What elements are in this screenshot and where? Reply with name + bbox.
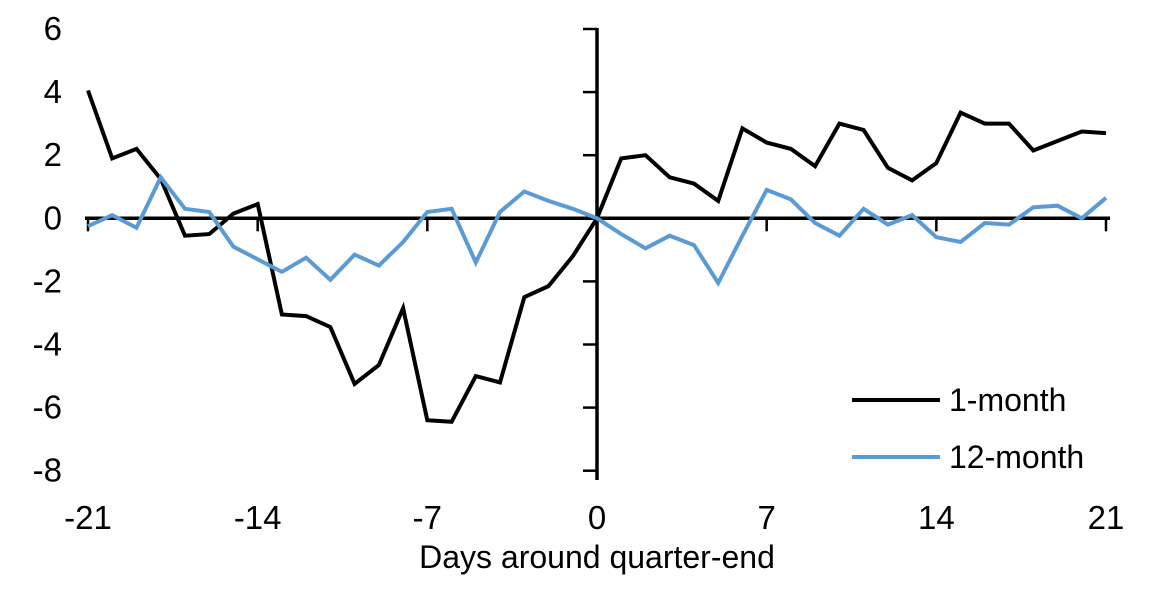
legend-label-1-month: 1-month	[949, 382, 1066, 418]
legend: 1-month 12-month	[852, 382, 1084, 475]
y-tick-label: -6	[33, 389, 62, 426]
x-tick-label: -21	[64, 499, 112, 536]
x-tick-label: 0	[588, 499, 606, 536]
x-tick-label: 14	[918, 499, 955, 536]
y-tick-label: -8	[33, 452, 62, 489]
legend-label-12-month: 12-month	[949, 439, 1084, 475]
tick-labels: 6 4 2 0 -2 -4 -6 -8-21 -14 -7 0 7 14 21	[33, 10, 1125, 536]
y-tick-label: 2	[44, 136, 62, 173]
x-tick-label: -7	[413, 499, 442, 536]
x-tick-label: -14	[234, 499, 282, 536]
y-tick-label: -4	[33, 326, 62, 363]
x-tick-label: 7	[757, 499, 775, 536]
series-lines	[86, 89, 1108, 424]
series-line-12-month	[87, 173, 1108, 288]
y-tick-label: 0	[44, 199, 62, 236]
x-axis-title: Days around quarter-end	[419, 539, 775, 575]
y-tick-label: 6	[44, 10, 62, 47]
y-tick-label: -2	[33, 262, 62, 299]
x-tick-label: 21	[1088, 499, 1125, 536]
y-tick-label: 4	[44, 73, 62, 110]
